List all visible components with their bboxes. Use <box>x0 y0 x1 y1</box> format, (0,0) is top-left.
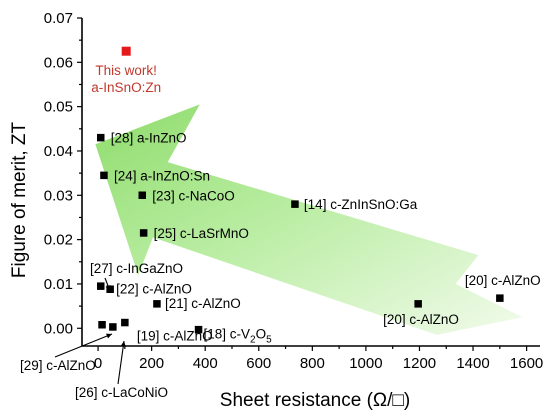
point-label-line: [24] a-InZnO:Sn <box>114 168 210 183</box>
data-point <box>496 294 504 302</box>
y-tick-label: 0.01 <box>44 276 73 293</box>
leader-line <box>117 340 125 385</box>
y-tick-label: 0.05 <box>44 99 73 116</box>
data-point <box>153 300 161 308</box>
point-label: [14] c-ZnInSnO:Ga <box>304 197 418 212</box>
point-label-line: [26] c-LaCoNiO <box>75 385 168 400</box>
data-point <box>291 200 299 208</box>
point-label: [20] c-AlZnO <box>465 273 541 288</box>
point-label-line: [18] c-V2O5 <box>204 327 273 346</box>
x-tick-label: 1000 <box>349 355 382 372</box>
point-label: [29] c-AlZnO <box>20 358 96 373</box>
point-label-line: [22] c-AlZnO <box>116 281 192 296</box>
data-point <box>414 300 422 308</box>
y-axis-title: Figure of merit, ZT <box>9 121 30 278</box>
x-tick-label: 400 <box>193 355 218 372</box>
y-tick-label: 0.02 <box>44 232 73 249</box>
point-label: [21] c-AlZnO <box>165 296 241 311</box>
x-tick-label: 1200 <box>403 355 436 372</box>
this-work-point <box>121 46 131 56</box>
point-label: [20] c-AlZnO <box>383 312 459 327</box>
data-point <box>97 133 105 142</box>
point-label-line: [28] a-InZnO <box>111 131 187 146</box>
y-tick-label: 0.07 <box>44 10 73 27</box>
y-tick-label: 0.00 <box>44 320 73 337</box>
point-label: [25] c-LaSrMnO <box>154 226 249 241</box>
data-point <box>194 325 203 334</box>
data-point <box>138 191 146 199</box>
leader-arrowhead <box>106 333 112 339</box>
x-tick-label: 0 <box>94 355 102 372</box>
data-point <box>106 285 114 293</box>
point-label-line: [20] c-AlZnO <box>383 312 459 327</box>
x-axis-title: Sheet resistance (Ω/□) <box>220 390 410 411</box>
x-tick-label: 800 <box>300 355 325 372</box>
y-tick-label: 0.03 <box>44 187 73 204</box>
data-point <box>98 321 106 329</box>
leader-arrowhead <box>120 341 126 347</box>
y-tick-label: 0.06 <box>44 54 73 71</box>
point-label: [27] c-InGaZnO <box>90 261 183 276</box>
point-label: [24] a-InZnO:Sn <box>114 168 210 183</box>
trend-arrow <box>95 104 523 335</box>
point-label-line: [14] c-ZnInSnO:Ga <box>304 197 418 212</box>
data-point <box>121 318 129 327</box>
point-label: [19] c-AlZnO <box>137 329 213 344</box>
point-label-line: [19] c-AlZnO <box>137 329 213 344</box>
this-work-label: This work! a-InSnO:Zn <box>91 63 161 95</box>
data-point <box>97 282 105 290</box>
y-tick-label: 0.04 <box>44 143 73 160</box>
leader-line <box>54 333 113 358</box>
data-point <box>139 229 148 237</box>
data-point <box>100 171 108 180</box>
point-label-line: [29] c-AlZnO <box>20 358 96 373</box>
point-label-line: This work! <box>95 63 157 78</box>
point-label: [22] c-AlZnO <box>116 281 192 296</box>
point-label: [28] a-InZnO <box>111 131 187 146</box>
point-label-line: [23] c-NaCoO <box>152 188 235 203</box>
point-label-line: [20] c-AlZnO <box>465 273 541 288</box>
data-point <box>109 323 117 331</box>
x-tick-label: 1400 <box>456 355 489 372</box>
point-label-line: [21] c-AlZnO <box>165 296 241 311</box>
point-label: [26] c-LaCoNiO <box>75 385 168 400</box>
point-label-line: [25] c-LaSrMnO <box>154 226 249 241</box>
point-label: [23] c-NaCoO <box>152 188 235 203</box>
point-label-line: a-InSnO:Zn <box>91 80 161 95</box>
x-tick-label: 1600 <box>510 355 543 372</box>
point-label-line: [27] c-InGaZnO <box>90 261 183 276</box>
x-tick-label: 200 <box>139 355 164 372</box>
point-label: [18] c-V2O5 <box>204 327 273 346</box>
x-tick-label: 600 <box>246 355 271 372</box>
